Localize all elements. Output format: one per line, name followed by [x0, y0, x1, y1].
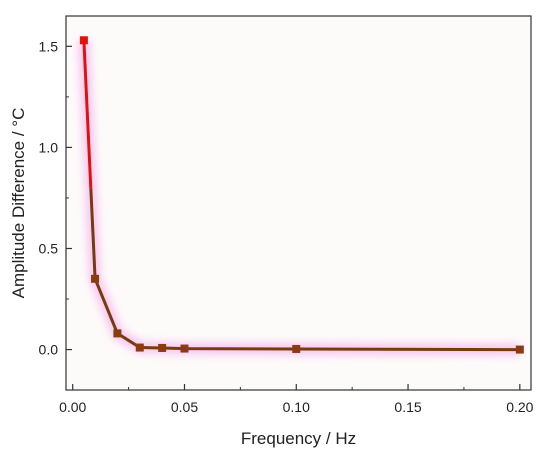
y-axis-ticks: 0.0 0.5 1.0 1.5: [39, 38, 72, 358]
data-point: [113, 329, 122, 338]
series-line-highlight: [82, 40, 93, 189]
x-tick-label: 0.05: [171, 399, 198, 415]
x-tick-label: 0.00: [59, 399, 86, 415]
x-tick-label: 0.10: [283, 399, 310, 415]
y-tick-label: 0.0: [39, 342, 59, 358]
data-point: [135, 343, 144, 352]
x-axis-title: Frequency / Hz: [241, 429, 356, 448]
data-point: [515, 345, 524, 354]
x-tick-label: 0.20: [506, 399, 533, 415]
y-tick-label: 1.5: [39, 38, 59, 54]
x-axis-ticks: 0.00 0.05 0.10 0.15 0.20: [59, 384, 534, 415]
x-tick-label: 0.15: [394, 399, 421, 415]
y-axis-title: Amplitude Difference / °C: [9, 108, 28, 299]
data-point: [79, 36, 88, 45]
data-point: [91, 274, 100, 283]
series-layer: [79, 36, 524, 354]
plot-area: [66, 16, 531, 390]
y-tick-label: 0.5: [39, 240, 59, 256]
plot-frame: [65, 15, 532, 391]
y-tick-label: 1.0: [39, 139, 59, 155]
data-point: [180, 344, 189, 353]
data-point: [292, 344, 301, 353]
series-line: [89, 188, 520, 352]
data-point: [158, 343, 167, 352]
